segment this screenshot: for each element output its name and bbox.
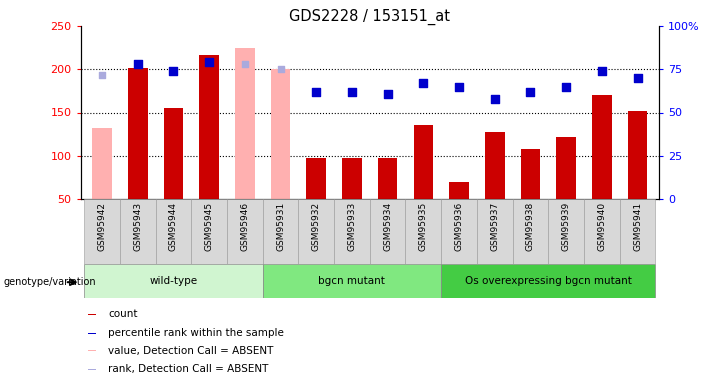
- Point: [168, 68, 179, 74]
- FancyBboxPatch shape: [84, 264, 263, 298]
- Text: GSM95940: GSM95940: [597, 202, 606, 251]
- Text: GSM95932: GSM95932: [312, 202, 321, 251]
- Text: GSM95939: GSM95939: [562, 202, 571, 251]
- FancyBboxPatch shape: [227, 199, 263, 264]
- Text: bgcn mutant: bgcn mutant: [318, 276, 386, 286]
- Title: GDS2228 / 153151_at: GDS2228 / 153151_at: [290, 9, 450, 25]
- Bar: [306, 158, 326, 199]
- Bar: [88, 333, 95, 334]
- Text: GSM95934: GSM95934: [383, 202, 392, 251]
- FancyBboxPatch shape: [263, 264, 441, 298]
- Bar: [414, 125, 433, 199]
- Bar: [93, 128, 112, 199]
- FancyBboxPatch shape: [191, 199, 227, 264]
- Text: GSM95933: GSM95933: [348, 202, 356, 251]
- Bar: [163, 108, 183, 199]
- Text: Os overexpressing bgcn mutant: Os overexpressing bgcn mutant: [465, 276, 632, 286]
- Text: percentile rank within the sample: percentile rank within the sample: [108, 328, 284, 338]
- FancyBboxPatch shape: [512, 199, 548, 264]
- Bar: [271, 69, 290, 199]
- Point: [275, 66, 286, 72]
- Bar: [521, 149, 540, 199]
- FancyBboxPatch shape: [477, 199, 512, 264]
- Bar: [88, 350, 95, 351]
- FancyBboxPatch shape: [370, 199, 405, 264]
- Point: [97, 72, 108, 78]
- Point: [525, 89, 536, 95]
- Point: [632, 75, 643, 81]
- FancyBboxPatch shape: [156, 199, 191, 264]
- Bar: [627, 111, 647, 199]
- Text: wild-type: wild-type: [149, 276, 198, 286]
- Text: GSM95945: GSM95945: [205, 202, 214, 251]
- Point: [561, 84, 572, 90]
- Point: [454, 84, 465, 90]
- Point: [346, 89, 358, 95]
- Point: [382, 90, 393, 96]
- Bar: [485, 132, 505, 199]
- FancyBboxPatch shape: [84, 199, 120, 264]
- FancyBboxPatch shape: [405, 199, 441, 264]
- Text: genotype/variation: genotype/variation: [4, 277, 96, 287]
- Text: rank, Detection Call = ABSENT: rank, Detection Call = ABSENT: [108, 364, 268, 374]
- Text: GSM95935: GSM95935: [418, 202, 428, 251]
- Bar: [199, 55, 219, 199]
- Text: GSM95942: GSM95942: [97, 202, 107, 251]
- Text: value, Detection Call = ABSENT: value, Detection Call = ABSENT: [108, 346, 273, 356]
- Text: GSM95946: GSM95946: [240, 202, 250, 251]
- FancyBboxPatch shape: [334, 199, 370, 264]
- Text: GSM95944: GSM95944: [169, 202, 178, 251]
- Point: [203, 60, 215, 66]
- FancyBboxPatch shape: [120, 199, 156, 264]
- Text: GSM95938: GSM95938: [526, 202, 535, 251]
- FancyBboxPatch shape: [299, 199, 334, 264]
- Text: GSM95936: GSM95936: [454, 202, 463, 251]
- FancyBboxPatch shape: [584, 199, 620, 264]
- Bar: [235, 48, 254, 199]
- Bar: [378, 158, 397, 199]
- Bar: [88, 369, 95, 370]
- Point: [132, 61, 143, 67]
- Text: GSM95941: GSM95941: [633, 202, 642, 251]
- FancyBboxPatch shape: [263, 199, 299, 264]
- Text: count: count: [108, 309, 137, 319]
- Text: GSM95943: GSM95943: [133, 202, 142, 251]
- Bar: [88, 314, 95, 315]
- Bar: [342, 158, 362, 199]
- FancyBboxPatch shape: [441, 199, 477, 264]
- Bar: [128, 68, 147, 199]
- Point: [239, 61, 250, 67]
- Point: [489, 96, 501, 102]
- FancyBboxPatch shape: [620, 199, 655, 264]
- Text: GSM95931: GSM95931: [276, 202, 285, 251]
- FancyBboxPatch shape: [548, 199, 584, 264]
- Bar: [592, 95, 612, 199]
- Bar: [449, 182, 469, 199]
- Point: [597, 68, 608, 74]
- Text: GSM95937: GSM95937: [490, 202, 499, 251]
- Point: [311, 89, 322, 95]
- FancyBboxPatch shape: [441, 264, 655, 298]
- Bar: [557, 136, 576, 199]
- Point: [418, 80, 429, 86]
